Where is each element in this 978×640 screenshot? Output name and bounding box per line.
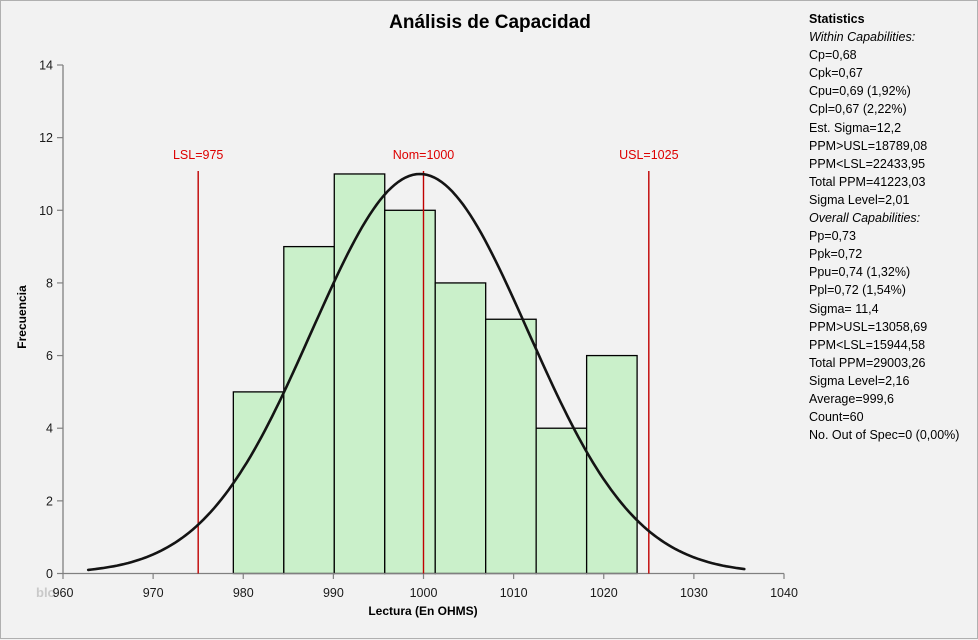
stats-line: PPM<LSL=22433,95 [809,156,926,171]
y-tick-label: 10 [39,204,53,218]
x-tick-label: 980 [233,586,254,600]
y-tick-label: 14 [39,59,53,73]
stats-line: Sigma Level=2,01 [809,192,910,207]
stats-line: Statistics [809,12,865,26]
statistics-panel: Statistics Within Capabilities: Cp=0,68 Cpk… [809,10,974,444]
stats-line: Count=60 [809,410,864,425]
chart-title: Análisis de Capacidad [389,12,591,33]
watermark-text: blo [36,585,56,600]
stats-line: Cpu=0,69 (1,92%) [809,84,911,99]
histogram-bar [232,391,285,575]
stats-line: Sigma= 11,4 [809,301,879,316]
stats-line: Average=999,6 [809,391,894,406]
histogram-bar [333,173,386,575]
stats-line: Total PPM=29003,26 [809,355,926,370]
x-tick-label: 1020 [590,586,618,600]
y-tick-label: 6 [46,349,53,363]
y-tick-label: 0 [46,567,53,581]
normal-curve [86,172,746,572]
spec-limit-label: USL=1025 [619,148,678,162]
histogram-bar [585,354,638,575]
x-tick-label: 1040 [770,586,798,600]
stats-line: Pp=0,73 [809,229,856,244]
histogram-bar [535,427,588,575]
stats-line: PPM>USL=18789,08 [809,138,928,153]
stats-line: Ppl=0,72 (1,54%) [809,283,906,298]
y-tick-label: 8 [46,276,53,290]
stats-line: Est. Sigma=12,2 [809,120,902,135]
stats-line: Cpk=0,67 [809,66,863,81]
stats-line: Within Capabilities: [809,30,916,45]
stats-line: PPM>USL=13058,69 [809,319,928,334]
y-tick-label: 4 [46,422,53,436]
histogram-bar [485,318,537,575]
x-tick-label: 1030 [680,586,708,600]
stats-line: Ppu=0,74 (1,32%) [809,265,911,280]
y-tick-label: 2 [46,494,53,508]
y-tick-label: 12 [39,131,53,145]
x-axis-title: Lectura (En OHMS) [368,604,478,618]
spec-limit-label: LSL=975 [173,148,223,162]
stats-line: Cpl=0,67 (2,22%) [809,102,907,117]
spec-limit-label: Nom=1000 [393,148,455,162]
histogram-bar [434,282,487,575]
stats-line: Total PPM=41223,03 [809,174,926,189]
stats-line: PPM<LSL=15944,58 [809,337,926,352]
histogram-bar [384,209,436,575]
x-tick-label: 1010 [500,586,528,600]
x-tick-label: 970 [143,586,164,600]
x-tick-label: 960 [53,586,74,600]
stats-line: Overall Capabilities: [809,211,921,226]
stats-line: Sigma Level=2,16 [809,373,910,388]
stats-line: No. Out of Spec=0 (0,00%) [809,428,960,443]
stats-line: Ppk=0,72 [809,247,863,262]
x-tick-label: 1000 [410,586,438,600]
x-tick-label: 990 [323,586,344,600]
stats-line: Cp=0,68 [809,48,857,63]
